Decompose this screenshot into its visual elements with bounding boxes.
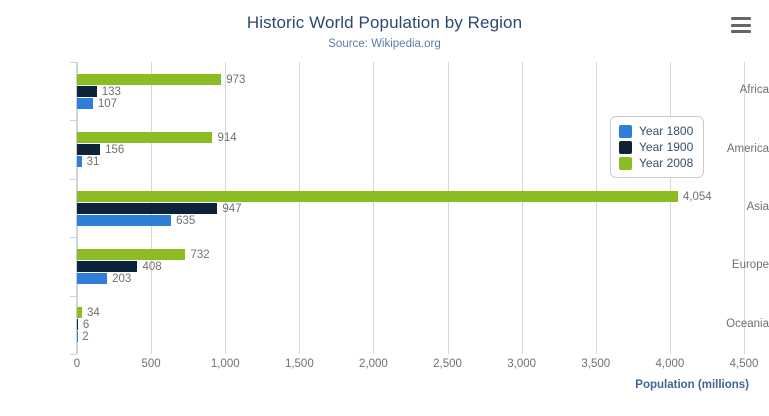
bar[interactable] (77, 156, 82, 168)
y-axis-line (76, 62, 77, 354)
x-axis-tick-label: 1,500 (284, 358, 314, 370)
menu-bar-3 (731, 30, 751, 33)
legend-swatch-icon (619, 156, 632, 170)
bar-value-label: 408 (142, 260, 162, 273)
x-axis-tick-label: 1,000 (210, 358, 240, 370)
x-axis-tick-label: 4,500 (729, 358, 759, 370)
bar-value-label: 203 (112, 272, 132, 285)
bar-value-label: 156 (105, 144, 125, 157)
legend-swatch-icon (619, 124, 632, 138)
bar-value-label: 635 (176, 214, 196, 227)
legend-item[interactable]: Year 1800 (619, 123, 693, 139)
bar[interactable] (77, 144, 101, 156)
y-axis-tick (70, 237, 76, 239)
legend-swatch-icon (619, 140, 632, 154)
bar[interactable] (77, 272, 108, 284)
x-axis-tick-label: 500 (141, 358, 161, 370)
bar[interactable] (77, 190, 678, 202)
bar[interactable] (77, 132, 213, 144)
chart-legend: Year 1800 Year 1900 Year 2008 (610, 116, 705, 178)
category-label-america: America (726, 142, 769, 155)
gridline (669, 62, 671, 354)
bar[interactable] (77, 202, 218, 214)
bar-value-label: 2 (82, 331, 89, 344)
bar[interactable] (77, 260, 138, 272)
chart-title: Historic World Population by Region (246, 13, 523, 32)
gridline (521, 62, 523, 354)
category-label-oceania: Oceania (726, 317, 769, 330)
legend-item[interactable]: Year 1900 (619, 139, 693, 155)
bar[interactable] (77, 319, 78, 331)
gridline (595, 62, 597, 354)
category-label-europe: Europe (731, 259, 769, 272)
bar-value-label: 6 (82, 319, 90, 332)
legend-label: Year 1900 (639, 140, 694, 154)
gridline (225, 62, 227, 354)
category-label-asia: Asia (746, 201, 769, 213)
gridline (373, 62, 375, 354)
bar-value-label: 973 (226, 73, 246, 86)
bar[interactable] (77, 97, 93, 109)
bar-value-label: 914 (217, 132, 237, 145)
bar-value-label: 732 (190, 248, 210, 261)
x-axis-tick-label: 4,000 (655, 358, 685, 370)
bar[interactable] (77, 248, 186, 260)
bar[interactable] (77, 85, 97, 97)
y-axis-tick (70, 120, 76, 122)
bar-value-label: 107 (97, 97, 118, 110)
x-axis-tick-label: 0 (73, 358, 81, 370)
bar-value-label: 133 (101, 85, 121, 98)
bar-value-label: 34 (87, 307, 100, 320)
menu-bar-1 (731, 17, 751, 20)
gridline (744, 62, 745, 354)
category-label-africa: Africa (739, 84, 769, 97)
x-axis-tick-label: 2,000 (359, 358, 388, 370)
gridline (447, 62, 449, 354)
x-axis-tick-label: 3,000 (507, 358, 537, 370)
legend-label: Year 1800 (639, 124, 694, 138)
gridline (299, 62, 301, 354)
y-axis-tick (70, 295, 76, 297)
y-axis-tick (70, 354, 76, 355)
bar-value-label: 31 (86, 156, 100, 169)
bar-value-label: 4,054 (682, 190, 712, 203)
bar-value-label: 947 (222, 202, 242, 215)
bar[interactable] (77, 307, 83, 319)
x-axis-tick-label: 3,500 (581, 358, 611, 370)
x-axis-tick-label: 2,500 (433, 358, 462, 370)
plot-area: 973 133 107 914 156 31 4,054 947 635 732 408 203 34 6… (77, 62, 745, 354)
x-axis-title: Population (millions) (635, 379, 749, 391)
chart-subtitle: Source: Wikipedia.org (328, 38, 441, 50)
bar[interactable] (77, 214, 172, 226)
y-axis-tick (70, 62, 76, 63)
legend-item[interactable]: Year 2008 (619, 155, 693, 171)
y-axis-tick (70, 178, 76, 180)
bar[interactable] (77, 73, 222, 85)
legend-label: Year 2008 (639, 156, 694, 170)
hamburger-menu-icon[interactable] (731, 17, 751, 33)
menu-bar-2 (731, 23, 751, 27)
